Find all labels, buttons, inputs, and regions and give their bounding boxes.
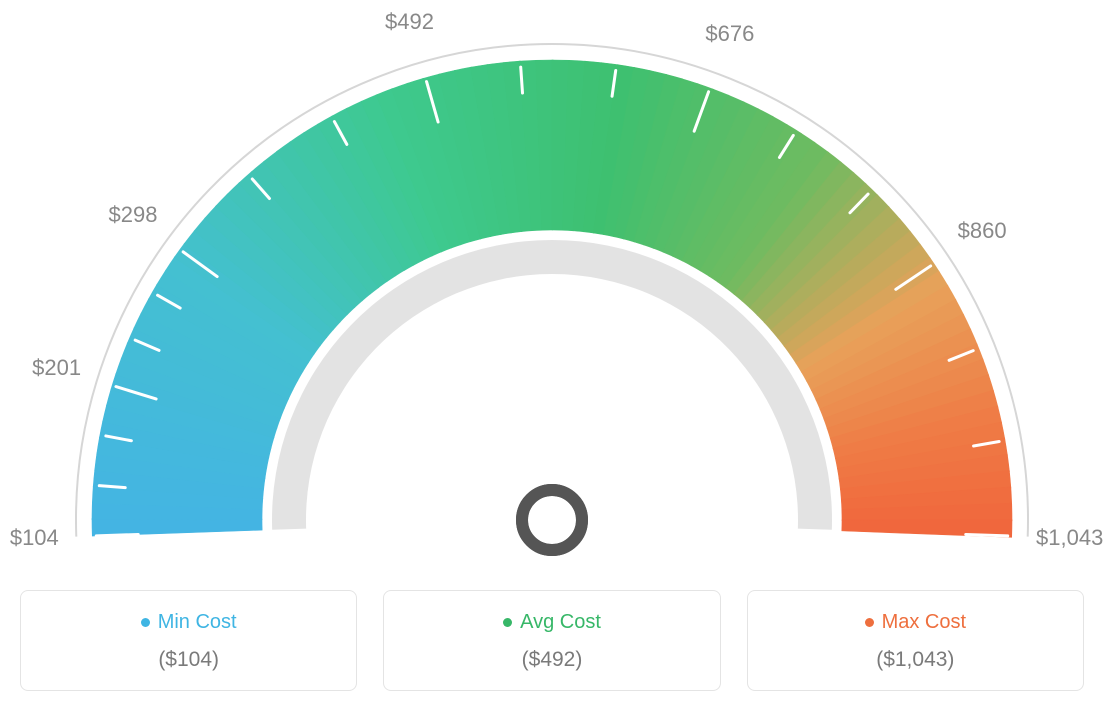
dot-icon — [503, 618, 512, 627]
min-cost-title: Min Cost — [141, 611, 237, 634]
gauge-tick-label: $201 — [32, 355, 81, 381]
gauge-tick-label: $860 — [958, 218, 1007, 244]
avg-cost-value: ($492) — [394, 648, 709, 672]
avg-cost-label: Avg Cost — [520, 611, 601, 634]
min-cost-value: ($104) — [31, 648, 346, 672]
gauge-chart: $104$201$298$492$676$860$1,043 — [22, 20, 1082, 580]
gauge-tick-label: $298 — [109, 202, 158, 228]
dot-icon — [141, 618, 150, 627]
max-cost-value: ($1,043) — [758, 648, 1073, 672]
max-cost-card: Max Cost ($1,043) — [747, 590, 1084, 691]
summary-cards: Min Cost ($104) Avg Cost ($492) Max Cost… — [20, 590, 1084, 691]
max-cost-title: Max Cost — [865, 611, 966, 634]
gauge-tick-label: $492 — [385, 9, 434, 35]
dot-icon — [865, 618, 874, 627]
avg-cost-title: Avg Cost — [503, 611, 601, 634]
gauge-tick-label: $104 — [10, 525, 59, 551]
gauge-svg — [22, 20, 1082, 580]
max-cost-label: Max Cost — [882, 611, 966, 634]
gauge-tick-label: $676 — [705, 21, 754, 47]
avg-cost-card: Avg Cost ($492) — [383, 590, 720, 691]
gauge-tick-label: $1,043 — [1036, 525, 1103, 551]
min-cost-card: Min Cost ($104) — [20, 590, 357, 691]
min-cost-label: Min Cost — [158, 611, 237, 634]
